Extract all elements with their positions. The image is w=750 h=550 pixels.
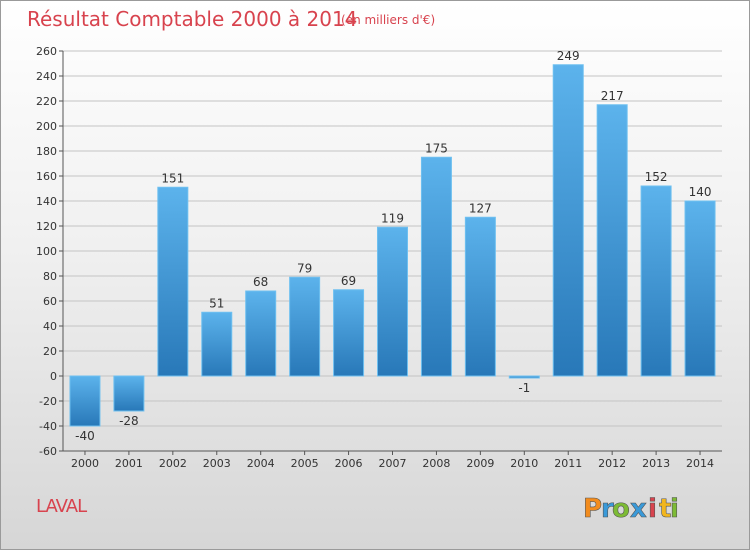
- y-tick-label: 160: [36, 170, 57, 183]
- value-label-2005: 79: [297, 261, 312, 275]
- logo-letter: P: [583, 494, 602, 524]
- y-tick-label: 220: [36, 95, 57, 108]
- y-tick-label: 60: [43, 295, 57, 308]
- y-tick-label: 0: [50, 370, 57, 383]
- chart-subtitle: (en milliers d'€): [341, 13, 436, 27]
- bar-2013: [640, 185, 672, 377]
- y-tick-label: -60: [39, 445, 57, 458]
- x-tick-label-2002: 2002: [159, 457, 187, 470]
- logo-letter: i: [648, 494, 657, 524]
- bar-2007: [377, 226, 408, 377]
- value-label-2001: -28: [119, 414, 139, 428]
- bar-2011: [552, 64, 584, 377]
- value-label-2011: 249: [557, 49, 580, 63]
- commune-name: LAVAL: [36, 496, 87, 517]
- value-label-2000: -40: [75, 429, 95, 443]
- logo-letter: o: [612, 494, 630, 524]
- bar-2004: [245, 290, 277, 377]
- value-label-2003: 51: [209, 296, 224, 310]
- bar-2003: [201, 311, 233, 377]
- bar-2000: [69, 375, 101, 427]
- y-tick-label: 140: [36, 195, 57, 208]
- bar-2008: [420, 156, 452, 377]
- value-label-2010: -1: [518, 381, 530, 395]
- y-tick-label: 100: [36, 245, 57, 258]
- x-tick-label-2006: 2006: [335, 457, 363, 470]
- y-tick-label: 180: [36, 145, 57, 158]
- y-tick-label: 80: [43, 270, 57, 283]
- value-label-2013: 152: [645, 170, 668, 184]
- value-label-2002: 151: [161, 171, 184, 185]
- x-tick-label-2004: 2004: [247, 457, 275, 470]
- bar-2014: [684, 200, 716, 377]
- logo-letter: t: [659, 494, 671, 524]
- bar-2012: [596, 104, 628, 377]
- y-tick-label: 40: [43, 320, 57, 333]
- y-tick-label: -40: [39, 420, 57, 433]
- x-tick-label-2005: 2005: [291, 457, 319, 470]
- y-tick-label: 240: [36, 70, 57, 83]
- x-tick-label-2013: 2013: [642, 457, 670, 470]
- bar-2010: [508, 375, 540, 379]
- value-label-2007: 119: [381, 211, 404, 225]
- logo-letter: x: [630, 494, 647, 524]
- proxiti-logo: Pro x i ti: [583, 494, 680, 525]
- x-tick-label-2007: 2007: [379, 457, 407, 470]
- y-tick-label: 200: [36, 120, 57, 133]
- y-tick-label: 20: [43, 345, 57, 358]
- x-tick-label-2010: 2010: [510, 457, 538, 470]
- bar-2002: [157, 186, 189, 377]
- x-tick-label-2001: 2001: [115, 457, 143, 470]
- x-tick-label-2011: 2011: [554, 457, 582, 470]
- bar-2001: [113, 375, 145, 412]
- x-tick-label-2000: 2000: [71, 457, 99, 470]
- value-label-2012: 217: [601, 89, 624, 103]
- value-label-2008: 175: [425, 141, 448, 155]
- value-label-2004: 68: [253, 275, 268, 289]
- x-tick-label-2003: 2003: [203, 457, 231, 470]
- x-tick-label-2009: 2009: [466, 457, 494, 470]
- value-label-2006: 69: [341, 274, 356, 288]
- y-tick-label: 260: [36, 45, 57, 58]
- value-label-2014: 140: [689, 185, 712, 199]
- value-label-2009: 127: [469, 201, 492, 215]
- logo-letter: i: [670, 494, 679, 524]
- x-tick-label-2008: 2008: [422, 457, 450, 470]
- chart-title: Résultat Comptable 2000 à 2014: [27, 7, 358, 31]
- bar-2005: [289, 276, 321, 377]
- y-tick-label: -20: [39, 395, 57, 408]
- y-tick-label: 120: [36, 220, 57, 233]
- bar-2006: [333, 289, 365, 377]
- x-tick-label-2012: 2012: [598, 457, 626, 470]
- x-tick-label-2014: 2014: [686, 457, 714, 470]
- logo-letter: r: [601, 494, 614, 524]
- bar-2009: [464, 216, 496, 377]
